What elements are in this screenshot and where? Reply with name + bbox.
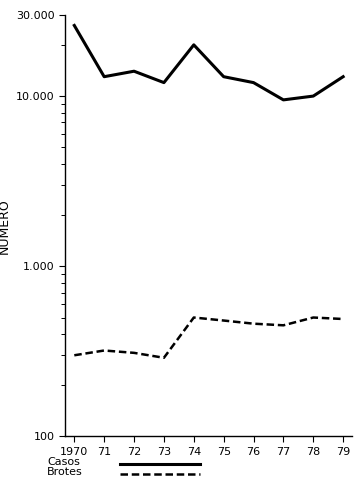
Text: Casos: Casos	[47, 457, 80, 467]
Text: Brotes: Brotes	[47, 467, 83, 477]
Y-axis label: NUMERO: NUMERO	[0, 198, 11, 253]
